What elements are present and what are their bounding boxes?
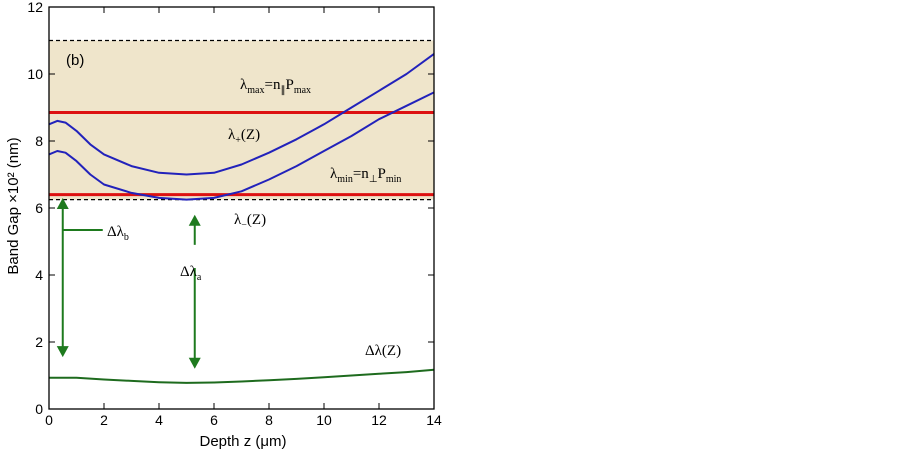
lambda-minus-label: λ−(Z) <box>234 212 266 231</box>
arrow-b-head-up <box>56 197 69 209</box>
y-tick-label-6: 12 <box>27 0 43 15</box>
band-region <box>49 40 434 200</box>
panel-label: (b) <box>66 52 84 69</box>
x-tick-label-0: 0 <box>45 412 53 428</box>
x-tick-label-5: 10 <box>316 412 332 428</box>
x-tick-label-6: 12 <box>371 412 387 428</box>
delta-lambda-b-label: Δλb <box>107 224 129 243</box>
y-tick-label-4: 8 <box>35 133 43 149</box>
x-tick-label-7: 14 <box>426 412 442 428</box>
plot-area: λmax=n∥Pmax λmin=n⊥Pmin λ+(Z) λ−(Z) Δλ(Z) Δλb… <box>48 39 435 384</box>
delta-lambda-label: Δλ(Z) <box>365 343 401 359</box>
lambda-min-label: λmin=n⊥Pmin <box>330 166 401 185</box>
y-axis-label: Band Gap ×10² (nm) <box>5 137 22 274</box>
series-line-0 <box>48 53 435 176</box>
y-tick-label-2: 4 <box>35 267 43 283</box>
y-tick-label-0: 0 <box>35 401 43 417</box>
x-tick-label-1: 2 <box>100 412 108 428</box>
y-tick-label-3: 6 <box>35 200 43 216</box>
arrow-a-head-up <box>188 214 201 226</box>
axes: 0 2 4 6 8 10 12 14 0 2 4 6 8 10 12 <box>27 0 442 428</box>
y-tick-label-5: 10 <box>27 66 43 82</box>
x-tick-label-2: 4 <box>155 412 163 428</box>
x-tick-label-3: 6 <box>210 412 218 428</box>
x-axis-label: Depth z (μm) <box>200 433 287 449</box>
lambda-max-label: λmax=n∥Pmax <box>240 77 311 96</box>
series-line-2 <box>49 368 435 384</box>
arrow-b-head-down <box>56 346 69 358</box>
arrow-a-head-down <box>188 357 201 369</box>
series-line-1 <box>48 91 435 201</box>
x-tick-label-4: 8 <box>265 412 273 428</box>
lambda-plus-label: λ+(Z) <box>228 127 260 146</box>
delta-lambda-a-label: Δλa <box>180 264 202 283</box>
y-tick-label-1: 2 <box>35 334 43 350</box>
